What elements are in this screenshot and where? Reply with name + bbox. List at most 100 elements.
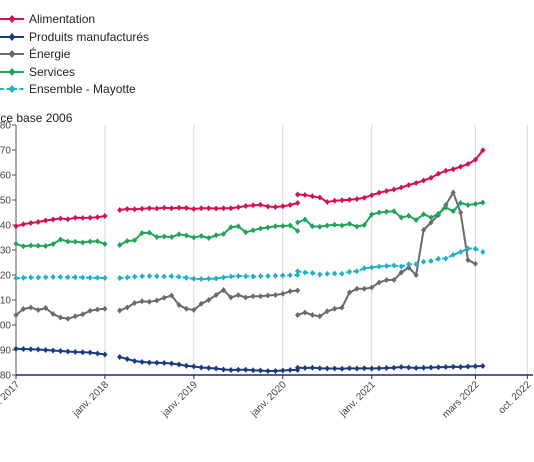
data-point[interactable] [65,315,71,322]
data-point[interactable] [287,202,293,208]
legend-item-produits-manufactures[interactable]: Produits manufacturés [0,28,230,46]
data-point[interactable] [243,294,249,301]
data-point[interactable] [324,308,330,315]
data-point[interactable] [183,362,189,369]
data-point[interactable] [28,274,34,281]
data-point[interactable] [369,284,375,291]
data-point[interactable] [472,245,478,252]
legend-item-ensemble-mayotte[interactable]: Ensemble - Mayotte [0,80,230,98]
data-point[interactable] [383,277,390,283]
data-point[interactable] [87,307,93,314]
data-point[interactable] [102,305,108,312]
data-point[interactable] [443,167,449,174]
data-point[interactable] [146,298,152,305]
data-point[interactable] [257,201,264,208]
data-point[interactable] [198,276,204,282]
data-point[interactable] [265,224,271,231]
data-point[interactable] [87,274,93,281]
data-point[interactable] [139,273,145,280]
data-point[interactable] [435,170,441,177]
data-point[interactable] [28,242,34,249]
data-point[interactable] [324,365,330,372]
data-point[interactable] [354,223,360,230]
data-point[interactable] [295,219,301,226]
data-point[interactable] [72,274,78,281]
data-point[interactable] [309,364,315,371]
data-point[interactable] [339,365,345,372]
data-point[interactable] [146,359,152,366]
data-point[interactable] [169,360,175,367]
data-point[interactable] [339,197,345,204]
data-point[interactable] [80,311,86,318]
data-point[interactable] [20,306,26,312]
data-point[interactable] [243,366,249,373]
data-point[interactable] [43,217,49,224]
data-point[interactable] [206,365,212,371]
data-point[interactable] [324,199,330,205]
data-point[interactable] [250,227,256,234]
data-point[interactable] [465,245,471,252]
data-point[interactable] [458,209,464,216]
data-point[interactable] [280,367,286,374]
data-point[interactable] [87,238,93,245]
data-point[interactable] [169,234,175,240]
data-point[interactable] [117,307,123,314]
data-point[interactable] [139,205,145,212]
data-point[interactable] [317,223,323,230]
data-point[interactable] [383,188,390,194]
data-point[interactable] [43,243,49,249]
data-point[interactable] [43,274,49,281]
data-point[interactable] [117,354,123,360]
data-point[interactable] [220,274,227,281]
data-point[interactable] [243,203,249,209]
data-point[interactable] [13,345,19,352]
data-point[interactable] [472,260,478,267]
data-point[interactable] [35,242,41,249]
data-point[interactable] [332,365,338,372]
data-point[interactable] [102,241,108,247]
data-point[interactable] [154,297,160,304]
data-point[interactable] [406,364,412,371]
data-point[interactable] [80,349,86,356]
data-point[interactable] [391,364,397,371]
data-point[interactable] [87,214,93,221]
data-point[interactable] [465,202,471,208]
data-point[interactable] [295,191,301,198]
data-point[interactable] [87,349,93,356]
data-point[interactable] [391,186,397,193]
data-point[interactable] [132,273,138,280]
data-point[interactable] [383,208,390,215]
data-point[interactable] [35,219,41,225]
data-point[interactable] [13,275,19,282]
data-point[interactable] [272,292,278,298]
data-point[interactable] [265,273,271,279]
data-point[interactable] [220,366,227,373]
data-point[interactable] [450,363,456,370]
data-point[interactable] [317,313,323,320]
data-point[interactable] [413,365,419,371]
data-point[interactable] [28,304,34,311]
data-point[interactable] [102,351,108,358]
data-point[interactable] [154,273,160,280]
data-point[interactable] [472,363,478,370]
data-point[interactable] [421,211,427,218]
data-point[interactable] [354,365,360,372]
data-point[interactable] [94,274,101,281]
data-point[interactable] [295,200,301,206]
data-point[interactable] [287,272,293,279]
data-point[interactable] [376,365,382,372]
data-point[interactable] [80,239,86,246]
data-point[interactable] [13,312,19,318]
data-point[interactable] [117,275,123,281]
data-point[interactable] [57,274,64,280]
data-point[interactable] [458,200,464,206]
data-point[interactable] [302,192,308,198]
data-point[interactable] [146,229,152,236]
data-point[interactable] [35,307,41,313]
data-point[interactable] [317,194,323,201]
data-point[interactable] [295,228,301,234]
data-point[interactable] [72,349,78,355]
data-point[interactable] [413,217,419,223]
data-point[interactable] [472,201,478,207]
data-point[interactable] [228,205,234,212]
